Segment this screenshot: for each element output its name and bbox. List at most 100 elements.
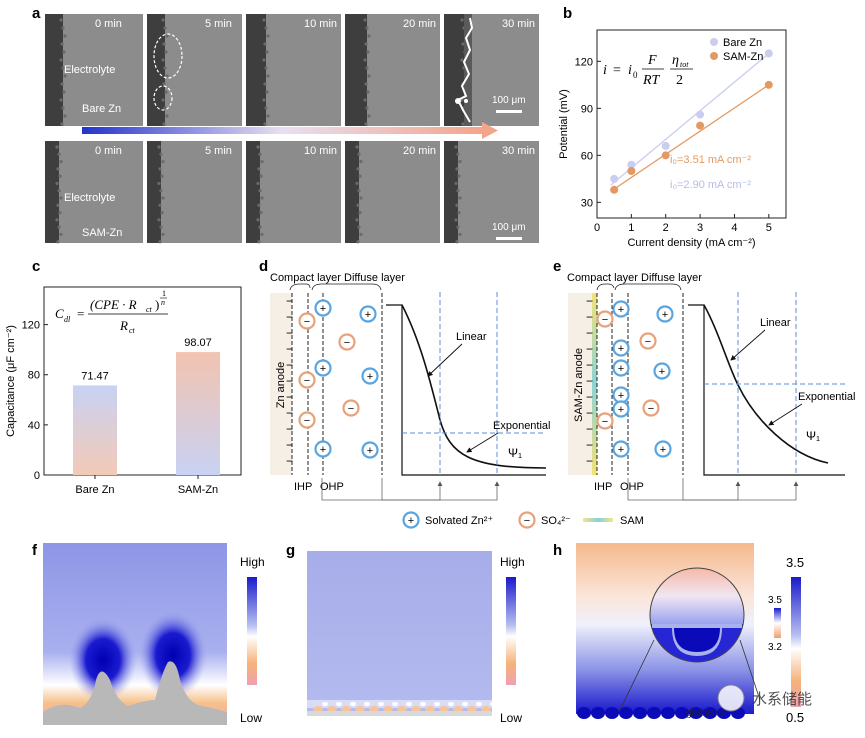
a-edge-texture (359, 159, 363, 164)
h-surface-bump (633, 707, 647, 719)
b-fit-line (610, 53, 770, 186)
e-potential-curve (703, 304, 829, 464)
a-time-label: 5 min (205, 18, 232, 30)
a-edge-texture (357, 225, 361, 229)
panel-b: b 0 1 2 3 4 5 30 60 90 120 Current density (mA cm⁻… (558, 5, 787, 249)
b-i0-sam-label: i₀=3.51 mA cm⁻² (670, 154, 751, 166)
a-edge-texture (457, 210, 461, 215)
c-eq-C: C (55, 306, 64, 321)
zn-ion-icon (653, 362, 671, 380)
surface-charge-minus: − (586, 422, 593, 436)
a-edge-texture (458, 232, 462, 237)
h-zoom-lines (619, 639, 761, 711)
a-edge-texture (159, 189, 163, 193)
a-zn-edge (246, 141, 260, 243)
c-ylabel: Capacitance (μF cm⁻²) (5, 325, 17, 437)
a-edge-texture (164, 50, 168, 54)
a-edge-texture (59, 98, 63, 102)
b-data-point (696, 121, 705, 130)
a-edge-texture (461, 42, 465, 46)
a-edge-texture (55, 145, 59, 149)
e-ions: + +−+−+ ++−+−+ + (596, 300, 674, 458)
b-plot-frame (596, 29, 787, 219)
zn-ion-icon (314, 299, 332, 317)
a-edge-texture (364, 82, 368, 86)
a-zn-edge (45, 141, 59, 243)
a-edge-texture (357, 189, 361, 193)
zn-ion-sign: + (320, 303, 326, 315)
a-row1-scale-bar (496, 110, 522, 113)
a-edge-texture (165, 74, 169, 78)
b-xtick-label: 5 (766, 222, 772, 234)
a-edge-texture (158, 167, 162, 171)
g-surface-bump (341, 706, 351, 712)
a-edge-texture (263, 122, 267, 126)
a-row1-scale-label: 100 μm (492, 95, 526, 106)
so4-ion-icon (338, 333, 356, 351)
a-edge-texture (260, 232, 264, 237)
a-edge-texture (258, 152, 262, 156)
a-edge-texture (454, 218, 458, 222)
a-time-label: 5 min (205, 145, 232, 157)
a-time-arrow-head (482, 122, 498, 139)
a-zn-edge (45, 14, 63, 126)
zn-ion-icon (361, 441, 379, 459)
g-surface-highlight (434, 702, 440, 706)
e-diffuse-link (682, 478, 799, 501)
g-surface-bumps (307, 702, 496, 716)
b-fit-line (610, 84, 770, 192)
d-diffuse-link (381, 478, 500, 501)
zn-ion-icon (612, 440, 630, 458)
a-time-label: 0 min (95, 18, 122, 30)
surface-charge-minus: − (586, 454, 593, 468)
a-edge-texture (355, 181, 359, 186)
g-surface-bump (355, 706, 365, 712)
surface-charge-minus: − (286, 358, 293, 372)
g-surface-bump (411, 706, 421, 712)
a-edge-texture (366, 90, 370, 94)
h-surface-bump (647, 707, 661, 719)
a-edge-texture (161, 18, 165, 22)
surface-charge-minus: − (286, 390, 293, 404)
d-exponential-label: Exponential (493, 420, 551, 432)
b-i0-bare-label: i₀=2.90 mA cm⁻² (670, 179, 751, 191)
b-data-point (610, 174, 619, 183)
a-edge-texture (59, 58, 63, 62)
surface-charge-minus: − (586, 374, 593, 388)
h-inset-border (649, 567, 745, 663)
d-ohp-label: OHP (320, 481, 344, 493)
b-equation: i = i 0 F RT η tot 2 (603, 53, 693, 88)
a-edge-texture (157, 181, 161, 186)
b-data-point (661, 151, 670, 160)
h-surface-bump (689, 707, 703, 719)
a-edge-texture (160, 210, 164, 215)
surface-charge-minus: − (586, 310, 593, 324)
a-edge-texture (161, 98, 165, 102)
b-legend-label: SAM-Zn (723, 51, 763, 63)
h-surface-bump (675, 707, 689, 719)
d-ihp-label: IHP (294, 481, 312, 493)
h-inset-colorbar (774, 608, 781, 638)
a-edge-texture (57, 152, 61, 156)
b-ylabel: Potential (mV) (558, 89, 570, 159)
a-edge-texture (161, 232, 165, 237)
a-edge-texture (61, 66, 65, 70)
a-edge-texture (161, 58, 165, 62)
d-exponential-arrow (466, 432, 499, 453)
legend-sam-swatch (583, 518, 613, 522)
panel-f-letter: f (32, 542, 38, 559)
panel-d: d Compact layer Diffuse layer Zn anode −… (259, 258, 551, 501)
a-edge-texture (257, 240, 261, 244)
a-edge-texture (264, 106, 268, 110)
a-edge-texture (165, 114, 169, 118)
a-edge-texture (56, 240, 60, 244)
b-xtick-label: 2 (663, 222, 669, 234)
a-edge-texture (163, 66, 167, 70)
a-bubble-1 (455, 98, 461, 104)
a-edge-texture (364, 122, 368, 126)
a-edge-texture (262, 98, 266, 102)
a-edge-texture (158, 240, 162, 244)
a-edge-texture (162, 42, 166, 46)
f-field-hotspot-1 (69, 618, 137, 702)
